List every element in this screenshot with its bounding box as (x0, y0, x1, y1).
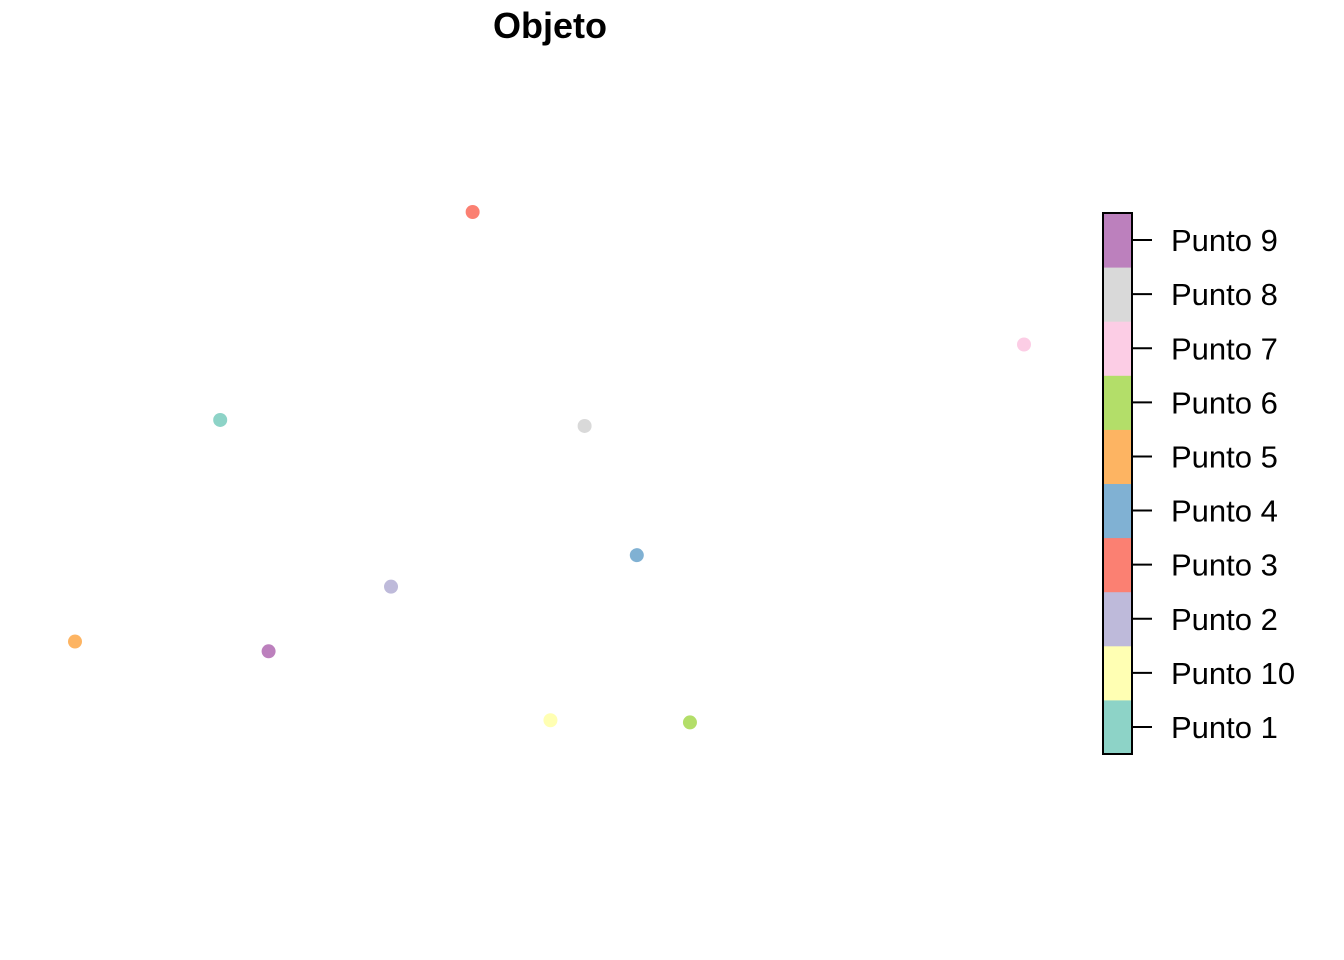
legend-swatch-punto-10 (1103, 645, 1132, 701)
legend-swatch-punto-4 (1103, 483, 1132, 539)
legend-label: Punto 6 (1171, 385, 1278, 420)
legend-swatch-punto-5 (1103, 429, 1132, 484)
scatter-point-punto-5 (68, 634, 82, 649)
legend-label: Punto 4 (1171, 494, 1278, 529)
scatter-point-punto-4 (629, 548, 644, 563)
legend: Punto 1 Punto 10 Punto 2 Punto 3 Punto 4 Punt… (1102, 212, 1295, 755)
legend-label: Punto 9 (1171, 223, 1278, 258)
legend-label: Punto 8 (1171, 277, 1278, 312)
scatter-point-punto-2 (384, 579, 399, 594)
legend-swatch-punto-1 (1103, 699, 1132, 755)
legend-swatch-punto-2 (1103, 591, 1132, 647)
scatter-point-punto-7 (1017, 337, 1031, 352)
legend-border (1102, 212, 1133, 755)
scatter-point-punto-1 (213, 412, 228, 427)
legend-label: Punto 2 (1171, 602, 1278, 637)
legend-label: Punto 10 (1171, 656, 1295, 691)
legend-label: Punto 7 (1171, 331, 1278, 366)
chart-title: Objeto (493, 5, 607, 46)
scatter-point-punto-8 (577, 418, 592, 433)
points-layer (68, 205, 1031, 730)
legend-label: Punto 3 (1171, 548, 1278, 583)
scatter-point-punto-3 (465, 205, 480, 219)
legend-label: Punto 5 (1171, 439, 1278, 474)
legend-label: Punto 1 (1171, 710, 1278, 745)
scatter-point-punto-9 (261, 644, 276, 659)
scatter-point-punto-6 (682, 715, 697, 730)
legend-swatch-punto-7 (1103, 321, 1132, 376)
legend-swatch-punto-9 (1103, 213, 1132, 268)
legend-swatch-punto-3 (1103, 537, 1132, 593)
legend-swatch-punto-6 (1103, 375, 1132, 430)
legend-swatch-punto-8 (1103, 267, 1132, 322)
scatter-point-punto-10 (543, 713, 558, 728)
